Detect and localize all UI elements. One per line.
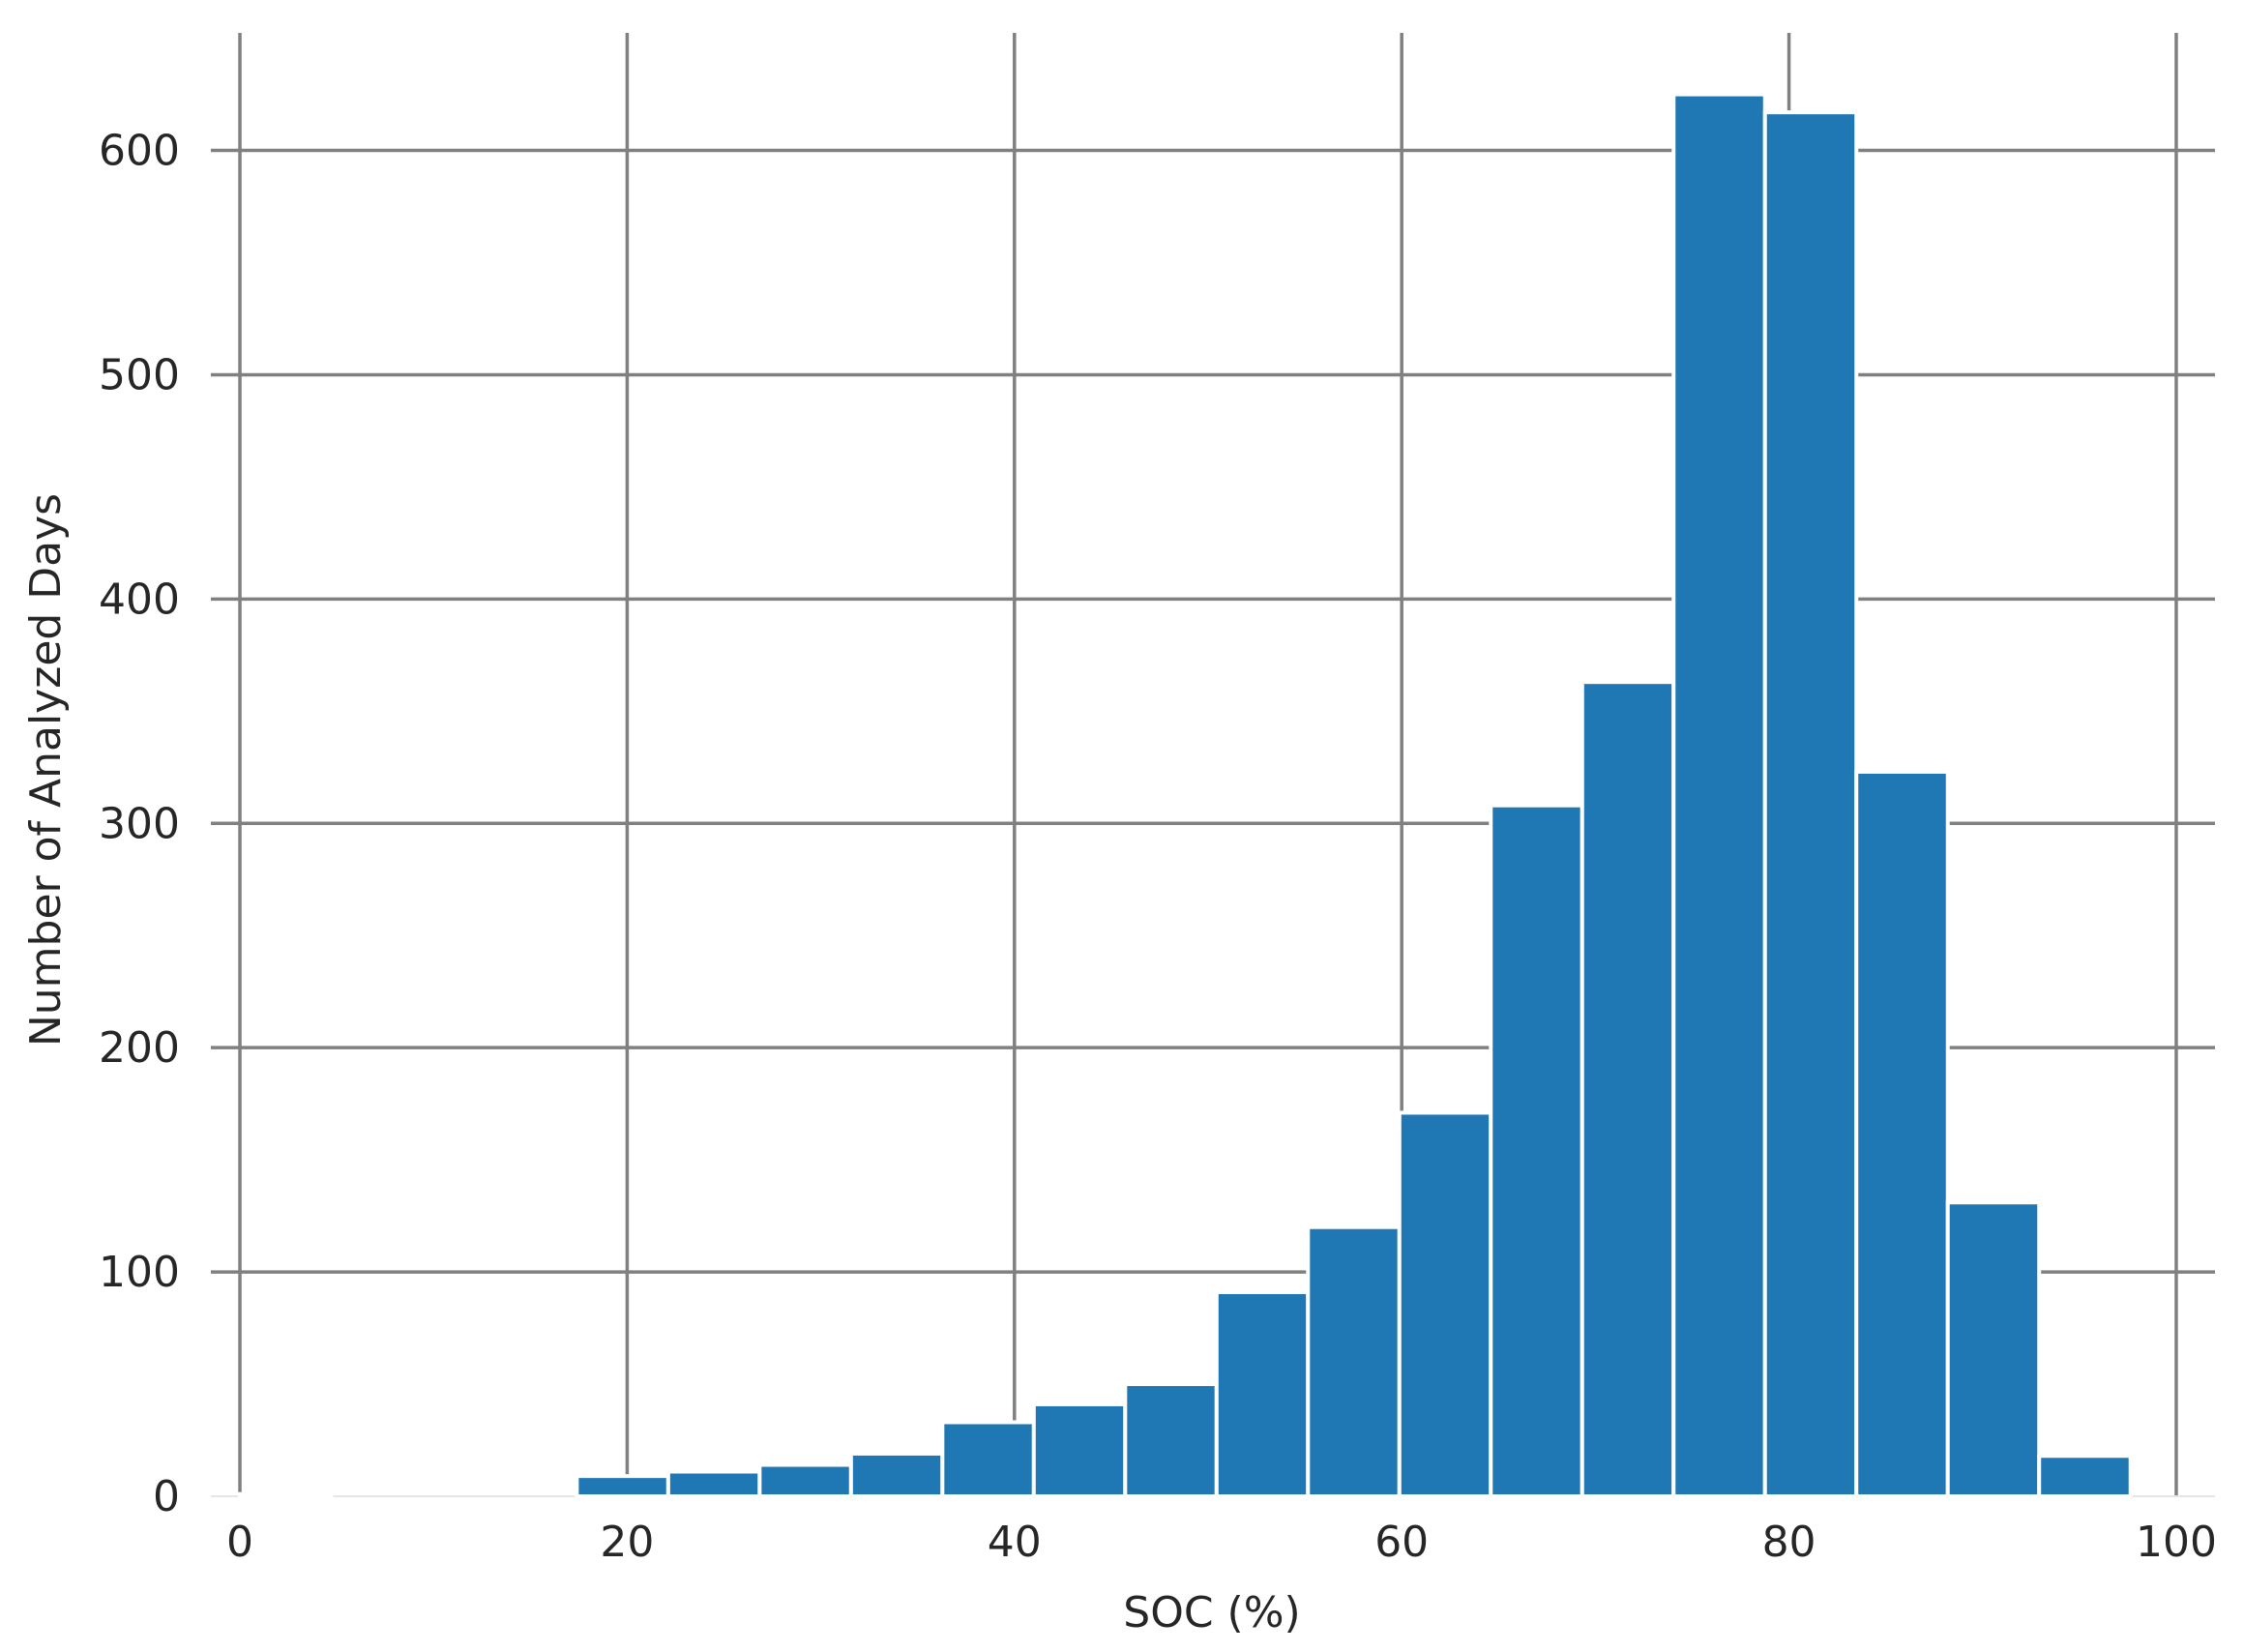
histogram-bar-1 (575, 1474, 670, 1499)
histogram-bar-0 (238, 1491, 334, 1498)
y-tick-label-400: 400 (99, 575, 180, 624)
histogram-bar-4 (848, 1451, 945, 1498)
histogram-bar-15 (1854, 769, 1950, 1498)
histogram-bar-10 (1397, 1110, 1493, 1498)
histogram-bar-11 (1489, 803, 1584, 1498)
x-tick-label-60: 60 (1374, 1518, 1429, 1567)
y-tick-label-300: 300 (99, 799, 180, 848)
histogram-bar-13 (1671, 92, 1767, 1499)
x-tick-label-80: 80 (1762, 1518, 1816, 1567)
histogram-bar-5 (940, 1420, 1036, 1498)
y-axis-label: Number of Analyzed Days (21, 493, 71, 1047)
y-tick-label-600: 600 (99, 127, 180, 176)
y-tick-label-100: 100 (99, 1248, 180, 1297)
x-tick-label-20: 20 (600, 1518, 654, 1567)
x-tick-label-40: 40 (988, 1518, 1042, 1567)
x-tick-labels: 0 20 40 60 80 100 (226, 1518, 2217, 1567)
y-tick-label-200: 200 (99, 1023, 180, 1073)
histogram-bar-16 (1945, 1200, 2042, 1498)
histogram-bar-8 (1214, 1289, 1311, 1499)
histogram-bar-12 (1580, 680, 1676, 1498)
histogram-bar-7 (1123, 1382, 1219, 1498)
y-tick-label-0: 0 (153, 1472, 180, 1521)
histogram-bar-6 (1031, 1401, 1128, 1499)
histogram-bar-3 (757, 1462, 853, 1499)
x-tick-label-100: 100 (2136, 1518, 2217, 1567)
histogram-bar-17 (2037, 1454, 2133, 1498)
x-axis-label: SOC (%) (1123, 1588, 1300, 1637)
histogram-bar-2 (665, 1469, 762, 1499)
histogram-bars (238, 92, 2133, 1499)
x-tick-label-0: 0 (226, 1518, 253, 1567)
histogram-bar-9 (1306, 1224, 1402, 1499)
y-tick-labels: 0 100 200 300 400 500 600 (99, 127, 180, 1521)
histogram-bar-14 (1762, 110, 1859, 1498)
y-tick-label-500: 500 (99, 350, 180, 399)
